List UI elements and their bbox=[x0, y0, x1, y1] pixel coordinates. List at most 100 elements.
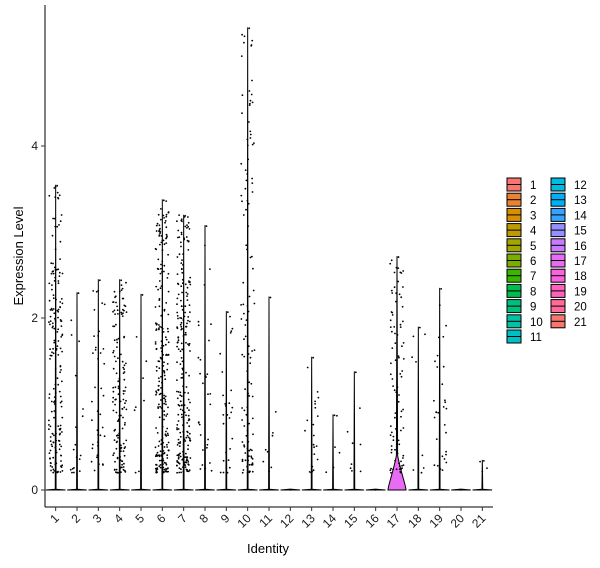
data-point bbox=[115, 468, 118, 471]
data-point bbox=[316, 458, 319, 461]
violin-3 bbox=[88, 279, 109, 491]
data-point bbox=[54, 411, 57, 414]
data-point bbox=[316, 415, 319, 417]
data-point bbox=[411, 356, 413, 359]
data-point bbox=[441, 383, 444, 386]
data-point bbox=[185, 371, 187, 374]
data-point bbox=[162, 458, 164, 460]
data-point bbox=[206, 443, 209, 446]
data-point bbox=[165, 226, 168, 229]
data-point bbox=[177, 236, 179, 239]
data-point bbox=[141, 294, 144, 296]
data-point bbox=[231, 406, 234, 409]
violin-15 bbox=[344, 371, 365, 491]
data-point bbox=[59, 306, 61, 308]
data-point bbox=[48, 393, 51, 395]
data-point bbox=[264, 448, 267, 451]
data-point bbox=[394, 412, 397, 414]
data-point bbox=[241, 33, 244, 36]
data-point bbox=[349, 467, 352, 470]
data-point bbox=[247, 202, 250, 205]
data-point bbox=[394, 342, 397, 344]
data-point bbox=[246, 429, 249, 432]
data-point bbox=[73, 467, 75, 469]
data-point bbox=[116, 305, 118, 308]
data-point bbox=[182, 253, 185, 256]
data-point bbox=[185, 386, 188, 388]
data-point bbox=[402, 286, 404, 288]
data-point bbox=[445, 431, 447, 434]
data-point bbox=[203, 284, 206, 286]
data-point bbox=[187, 414, 190, 417]
data-point bbox=[71, 467, 74, 470]
data-point bbox=[123, 423, 126, 426]
data-point bbox=[241, 94, 244, 97]
data-point bbox=[61, 431, 63, 433]
violin-2 bbox=[67, 292, 87, 491]
data-point bbox=[163, 446, 166, 448]
data-point bbox=[165, 237, 167, 240]
data-point bbox=[158, 327, 160, 330]
legend-label: 19 bbox=[574, 286, 587, 298]
data-point bbox=[312, 434, 315, 437]
data-point bbox=[225, 451, 227, 454]
data-point bbox=[188, 437, 191, 440]
data-point bbox=[412, 335, 415, 338]
legend-item-18: 18 bbox=[550, 268, 587, 283]
data-point bbox=[188, 469, 191, 471]
x-tick-label: 13 bbox=[298, 511, 318, 531]
data-point bbox=[224, 403, 227, 405]
data-point bbox=[177, 457, 180, 460]
data-point bbox=[479, 460, 481, 463]
data-point bbox=[167, 441, 170, 444]
data-point bbox=[162, 463, 164, 466]
data-point bbox=[398, 356, 400, 359]
data-point bbox=[247, 392, 250, 395]
data-point bbox=[57, 470, 59, 473]
data-point bbox=[113, 290, 116, 293]
data-point bbox=[52, 217, 54, 220]
data-point bbox=[164, 220, 167, 222]
data-point bbox=[400, 471, 402, 474]
data-point bbox=[51, 326, 54, 329]
data-point bbox=[112, 396, 115, 399]
data-point bbox=[54, 446, 57, 449]
data-point bbox=[61, 380, 63, 383]
data-point bbox=[398, 394, 400, 396]
data-point bbox=[436, 464, 439, 467]
data-point bbox=[98, 463, 100, 466]
data-point bbox=[228, 466, 231, 469]
data-point bbox=[165, 213, 168, 216]
legend-label: 18 bbox=[574, 271, 587, 283]
data-point bbox=[61, 272, 64, 275]
data-point bbox=[162, 214, 165, 217]
data-point bbox=[187, 444, 190, 447]
data-point bbox=[338, 451, 341, 454]
data-point bbox=[112, 350, 115, 352]
data-point bbox=[179, 455, 182, 458]
data-point bbox=[114, 295, 117, 298]
data-point bbox=[176, 256, 179, 258]
data-point bbox=[60, 214, 63, 216]
x-tick-label: 6 bbox=[154, 511, 169, 526]
data-point bbox=[397, 355, 400, 358]
data-point bbox=[163, 270, 165, 273]
data-point bbox=[178, 236, 181, 239]
data-point bbox=[395, 266, 398, 269]
data-point bbox=[197, 422, 200, 424]
data-point bbox=[112, 310, 114, 313]
data-point bbox=[158, 234, 161, 237]
data-point bbox=[230, 330, 233, 333]
data-point bbox=[245, 413, 248, 416]
data-point bbox=[155, 328, 158, 331]
data-point bbox=[55, 347, 58, 350]
data-point bbox=[157, 213, 160, 216]
y-tick-label: 4 bbox=[31, 139, 38, 153]
data-point bbox=[54, 392, 57, 394]
data-point bbox=[250, 93, 253, 96]
data-point bbox=[167, 272, 170, 275]
data-point bbox=[82, 408, 84, 410]
x-tick-label: 19 bbox=[426, 511, 446, 531]
data-point bbox=[162, 441, 165, 444]
